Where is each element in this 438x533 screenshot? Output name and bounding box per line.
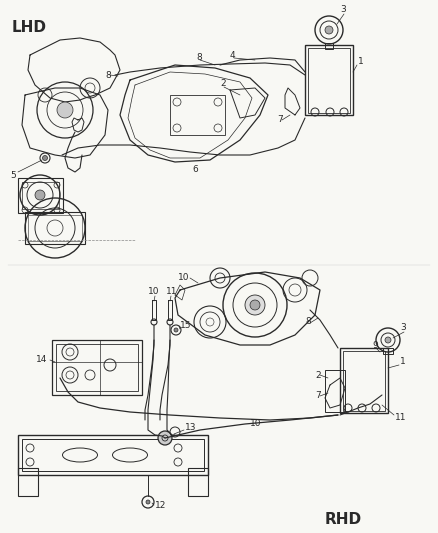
Text: 11: 11	[166, 287, 177, 296]
Text: 11: 11	[395, 414, 406, 423]
Text: 10: 10	[178, 273, 190, 282]
Circle shape	[35, 190, 45, 200]
Bar	[170, 95, 225, 135]
Bar	[383, 348, 393, 354]
Bar	[188, 468, 208, 496]
Circle shape	[250, 300, 260, 310]
Text: 1: 1	[400, 358, 406, 367]
Circle shape	[385, 337, 391, 343]
Text: 13: 13	[185, 424, 197, 432]
Text: 10: 10	[250, 419, 261, 429]
Bar	[18, 468, 38, 496]
Circle shape	[325, 26, 333, 34]
Bar	[18, 178, 63, 213]
Text: 1: 1	[358, 58, 364, 67]
Text: 8: 8	[105, 70, 111, 79]
Circle shape	[158, 431, 172, 445]
Text: 2: 2	[220, 79, 226, 88]
Bar	[22, 182, 59, 209]
Text: 12: 12	[155, 500, 166, 510]
Bar	[22, 439, 204, 471]
Bar	[308, 48, 350, 113]
Bar	[325, 43, 333, 49]
Bar	[305, 45, 353, 115]
Bar	[28, 215, 82, 241]
Text: 7: 7	[277, 116, 283, 125]
Text: 8: 8	[305, 318, 311, 327]
Text: 2: 2	[315, 370, 321, 379]
Bar	[18, 435, 208, 475]
Bar	[52, 340, 142, 395]
Text: 9: 9	[372, 341, 378, 350]
Text: RHD: RHD	[325, 513, 362, 528]
Text: 3: 3	[340, 5, 346, 14]
Bar	[340, 348, 388, 413]
Circle shape	[57, 102, 73, 118]
Text: 14: 14	[36, 356, 47, 365]
Text: 8: 8	[196, 52, 202, 61]
Circle shape	[245, 295, 265, 315]
Circle shape	[146, 500, 150, 504]
Text: 5: 5	[10, 171, 16, 180]
Text: 4: 4	[230, 51, 236, 60]
Text: 15: 15	[180, 320, 191, 329]
Text: 6: 6	[192, 166, 198, 174]
Bar	[25, 212, 85, 244]
Bar	[325, 370, 345, 412]
Text: LHD: LHD	[12, 20, 47, 36]
Text: 7: 7	[315, 391, 321, 400]
Circle shape	[174, 328, 178, 332]
Bar	[56, 344, 138, 391]
Bar	[343, 351, 385, 411]
Text: 3: 3	[400, 324, 406, 333]
Circle shape	[42, 156, 47, 160]
Text: 10: 10	[148, 287, 159, 296]
